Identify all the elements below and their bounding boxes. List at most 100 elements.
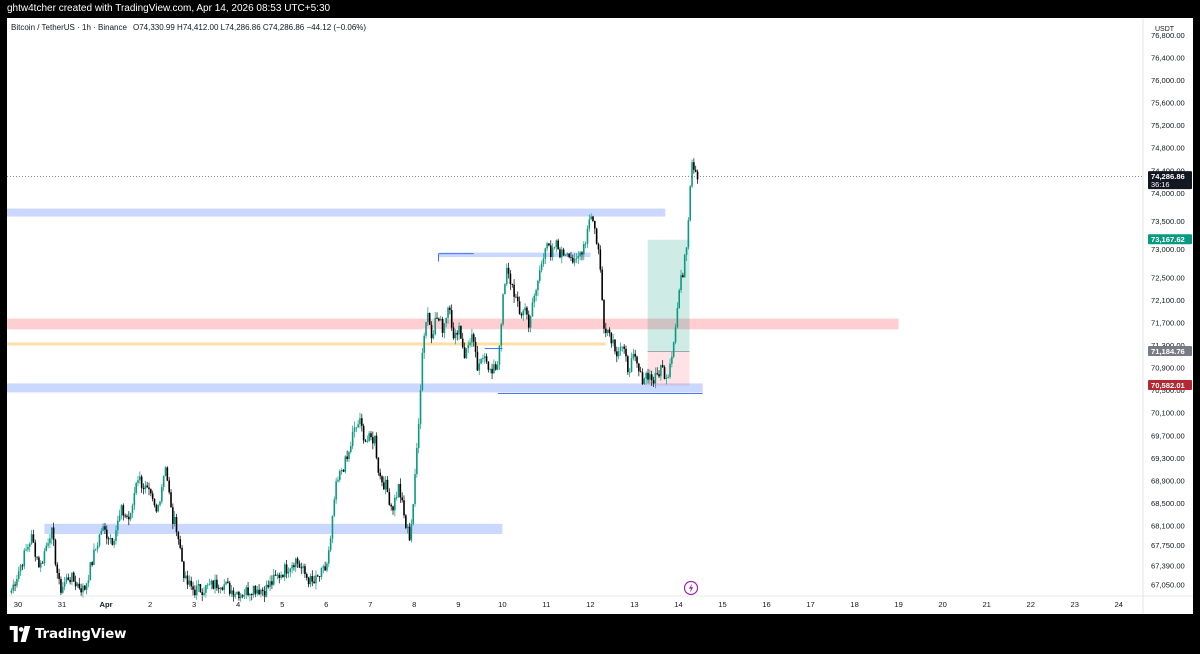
candle-up (208, 578, 211, 586)
candle-body (439, 318, 442, 321)
candle-up (135, 481, 137, 496)
candle-body (465, 348, 468, 359)
candle-down (472, 332, 475, 347)
candle-down (571, 254, 574, 264)
candle-body (544, 248, 547, 259)
candle-body (333, 499, 336, 516)
price-chart[interactable]: 76,800.00 76,400.00 76,000.00 75,600.00 75,2… (7, 18, 1193, 614)
candle-up (27, 543, 29, 553)
candle-body (372, 437, 374, 444)
candle-up (327, 546, 330, 567)
alert-lightning-icon[interactable] (683, 580, 699, 596)
candle-down (305, 572, 308, 581)
candle-down (594, 220, 596, 234)
candle-up (188, 575, 191, 587)
candle-body (636, 356, 638, 364)
candle-body (482, 358, 484, 360)
candle-down (104, 522, 106, 535)
candle-down (201, 588, 204, 602)
x-tick-label: 3 (192, 600, 196, 609)
chart-title: Bitcoin / TetherUS · 1h · Binance (11, 23, 127, 32)
tradingview-logo[interactable]: TradingView (9, 626, 127, 642)
candle-down (372, 431, 374, 450)
candle-body (493, 364, 495, 374)
candle-up (632, 348, 635, 361)
candle-body (287, 571, 290, 574)
candle-body (538, 270, 541, 281)
candle-up (82, 583, 84, 598)
candle-body (682, 275, 684, 278)
candle-body (410, 523, 413, 541)
candle-down (520, 312, 523, 319)
candle-up (283, 562, 286, 582)
candle-down (549, 240, 552, 261)
candle-body (617, 350, 620, 357)
candle-body (463, 347, 466, 359)
candle-body (21, 565, 24, 567)
candle-body (421, 352, 424, 391)
candle-up (394, 494, 396, 517)
x-tick-label: 21 (982, 600, 990, 609)
candle-body (17, 571, 20, 579)
candle-body (230, 590, 233, 594)
candle-up (619, 342, 622, 356)
candle-body (227, 581, 229, 583)
candle-body (511, 284, 514, 285)
candle-body (194, 589, 196, 596)
candle-up (291, 562, 293, 574)
candle-body (23, 550, 26, 567)
y-tick-label: 67,050.00 (1151, 581, 1185, 590)
candle-down (610, 331, 613, 348)
candle-down (311, 570, 314, 587)
candle-body (445, 317, 448, 324)
y-tick-label: 74,400.00 (1151, 166, 1185, 175)
chart-area[interactable]: 76,800.00 76,400.00 76,000.00 75,600.00 75,2… (7, 18, 1193, 614)
candle-up (678, 288, 681, 309)
candle-down (181, 544, 183, 562)
x-tick-label: 14 (674, 600, 682, 609)
candle-body (548, 243, 550, 246)
candle-up (133, 487, 136, 511)
candle-up (162, 475, 165, 492)
candle-body (386, 479, 389, 493)
candle-body (236, 591, 238, 595)
candle-body (38, 557, 40, 568)
candle-body (219, 587, 222, 589)
candle-body (397, 484, 400, 498)
candle-down (74, 575, 77, 591)
candle-body (129, 512, 132, 520)
candle-up (373, 435, 376, 446)
candle-body (487, 361, 490, 370)
candle-body (28, 543, 31, 547)
candle-body (50, 527, 53, 539)
candle-down (52, 522, 55, 546)
demand-zone-bottom (44, 523, 503, 534)
x-tick-label: 2 (148, 600, 152, 609)
candle-up (161, 483, 163, 504)
candle-up (230, 584, 233, 598)
creator-watermark: ghtw4tcher created with TradingView.com,… (7, 3, 331, 14)
candle-down (258, 584, 260, 596)
candle-body (498, 345, 501, 365)
candle-down (271, 575, 273, 589)
candle-up (289, 567, 292, 578)
candle-body (614, 339, 616, 352)
candle-body (612, 339, 614, 344)
candle-up (206, 582, 209, 590)
candle-down (170, 489, 172, 508)
candle-down (14, 581, 16, 592)
candle-up (575, 253, 578, 264)
candle-body (516, 296, 519, 302)
candle-body (623, 346, 625, 349)
candle-down (72, 571, 75, 582)
candle-body (428, 312, 431, 325)
candle-down (216, 574, 218, 591)
candle-body (432, 334, 435, 339)
candle-up (665, 374, 668, 385)
candle-body (137, 480, 139, 483)
candle-body (362, 425, 365, 441)
candle-up (272, 568, 275, 586)
candle-body (417, 423, 420, 448)
candle-up (197, 579, 200, 592)
candle-up (164, 466, 167, 477)
